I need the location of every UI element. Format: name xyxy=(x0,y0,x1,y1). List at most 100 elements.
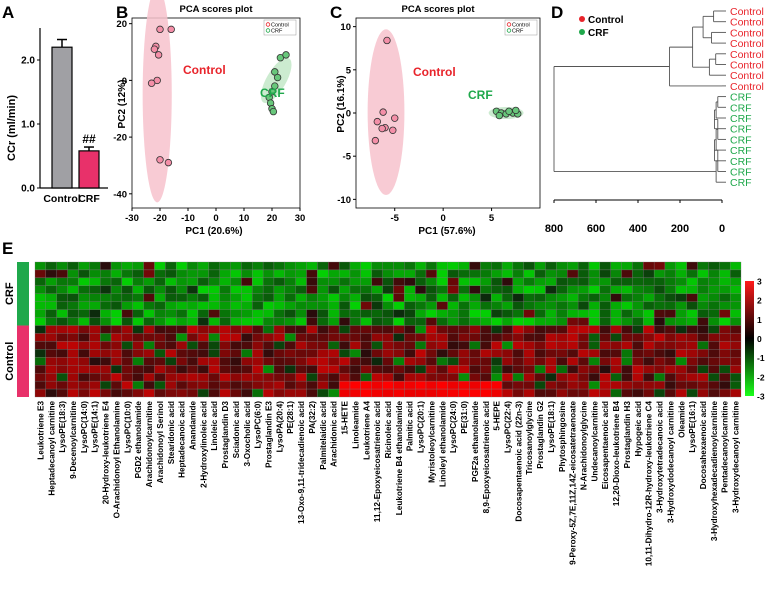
heatmap-cell xyxy=(545,309,557,318)
heatmap-cell xyxy=(447,388,459,398)
heatmap-cell xyxy=(306,380,318,390)
heatmap-cell xyxy=(165,333,177,342)
heatmap-cell xyxy=(577,333,590,342)
heatmap-column-label: 11,12-Epoxyeicosatrienoic acid xyxy=(373,401,382,522)
heatmap-cell xyxy=(491,309,503,318)
crf-group-label: CRF xyxy=(468,88,493,102)
heatmap-cell xyxy=(132,301,144,310)
heatmap-cell xyxy=(45,380,57,390)
heatmap-cell xyxy=(338,277,351,286)
heatmap-cell xyxy=(317,380,329,390)
heatmap-cell xyxy=(230,293,242,302)
heatmap-cell xyxy=(132,388,144,398)
heatmap-cell xyxy=(110,261,123,271)
heatmap-cell xyxy=(349,373,361,382)
control-point xyxy=(154,51,163,59)
heatmap-cell xyxy=(643,349,655,358)
heatmap-cell xyxy=(664,277,676,286)
dendrogram-leaf-label: CRF xyxy=(730,134,752,146)
heatmap-cell xyxy=(534,309,546,318)
heatmap-cell xyxy=(338,341,351,350)
heatmap-cell xyxy=(67,373,79,382)
heatmap-cell xyxy=(360,380,372,390)
heatmap-column-label: LysoPC(24:0) xyxy=(449,401,458,453)
heatmap-cell xyxy=(675,365,687,374)
heatmap-cell xyxy=(664,293,676,302)
heatmap-cell xyxy=(534,301,546,310)
heatmap-cell xyxy=(632,317,644,326)
heatmap-cell xyxy=(458,285,470,294)
heatmap-cell xyxy=(67,365,79,374)
heatmap-cell xyxy=(132,373,144,382)
heatmap-cell xyxy=(208,261,220,271)
heatmap-cell xyxy=(121,349,133,358)
heatmap-cell xyxy=(567,309,579,318)
heatmap-cell xyxy=(545,373,557,382)
heatmap-cell xyxy=(577,285,590,294)
heatmap-cell xyxy=(273,309,285,318)
heatmap-cell xyxy=(621,333,633,342)
heatmap-cell xyxy=(317,349,329,358)
heatmap-cell xyxy=(436,349,448,358)
heatmap-cell xyxy=(241,285,253,294)
heatmap-cell xyxy=(219,293,231,302)
heatmap-cell xyxy=(447,285,459,294)
heatmap-cell xyxy=(165,285,177,294)
heatmap-cell xyxy=(165,380,177,390)
heatmap-cell xyxy=(241,261,253,271)
heatmap-cell xyxy=(360,365,372,374)
heatmap-cell xyxy=(219,341,231,350)
heatmap-cell xyxy=(241,388,253,398)
heatmap-column-label: 3-Hydroxyhexadecadienoylcarnitine xyxy=(710,401,719,542)
heatmap-cell xyxy=(176,317,188,326)
heatmap-cell xyxy=(349,380,361,390)
heatmap-cell xyxy=(436,333,448,342)
heatmap-cell xyxy=(328,349,340,358)
heatmap-cell xyxy=(458,373,470,382)
heatmap-cell xyxy=(621,373,633,382)
heatmap-cell xyxy=(653,261,666,271)
heatmap-cell xyxy=(67,380,79,390)
heatmap-cell xyxy=(143,341,155,350)
heatmap-cell xyxy=(121,380,133,390)
heatmap-cell xyxy=(78,365,90,374)
heatmap-cell xyxy=(262,365,275,374)
heatmap-cell xyxy=(165,349,177,358)
heatmap-column-label: Sciadonic acid xyxy=(232,401,241,458)
heatmap-cell xyxy=(436,373,448,382)
heatmap-cell xyxy=(534,293,546,302)
heatmap-cell xyxy=(110,388,123,398)
heatmap-column-label: LysoPE(18:3) xyxy=(58,401,67,453)
heatmap-cell xyxy=(56,269,68,279)
heatmap-cell xyxy=(664,380,676,390)
heatmap-cell xyxy=(45,388,57,398)
heatmap-cell xyxy=(284,277,296,286)
heatmap-cell xyxy=(393,349,405,358)
heatmap-cell xyxy=(501,333,514,342)
panel-b-ylabel: PC2 (12%) xyxy=(117,80,128,129)
heatmap-cell xyxy=(176,365,188,374)
dendrogram-tick-label: 600 xyxy=(587,223,605,235)
heatmap-cell xyxy=(252,285,264,294)
heatmap-cell xyxy=(67,357,79,366)
heatmap-cell xyxy=(577,388,590,398)
heatmap-cell xyxy=(599,293,611,302)
heatmap-cell xyxy=(273,269,285,279)
heatmap-cell xyxy=(643,373,655,382)
heatmap-cell xyxy=(241,325,253,334)
heatmap-column-label: Oleamide xyxy=(677,401,686,438)
crf-point xyxy=(505,107,513,115)
heatmap-cell xyxy=(632,261,644,271)
heatmap-cell xyxy=(653,309,666,318)
heatmap-cell xyxy=(273,293,285,302)
heatmap-cell xyxy=(610,341,622,350)
heatmap-cell xyxy=(469,373,481,382)
heatmap-cell xyxy=(523,357,535,366)
heatmap-cell xyxy=(273,333,285,342)
heatmap-cell xyxy=(621,309,633,318)
heatmap-cell xyxy=(186,341,199,350)
heatmap-cell xyxy=(241,365,253,374)
heatmap-cell xyxy=(643,325,655,334)
heatmap-cell xyxy=(34,301,47,310)
